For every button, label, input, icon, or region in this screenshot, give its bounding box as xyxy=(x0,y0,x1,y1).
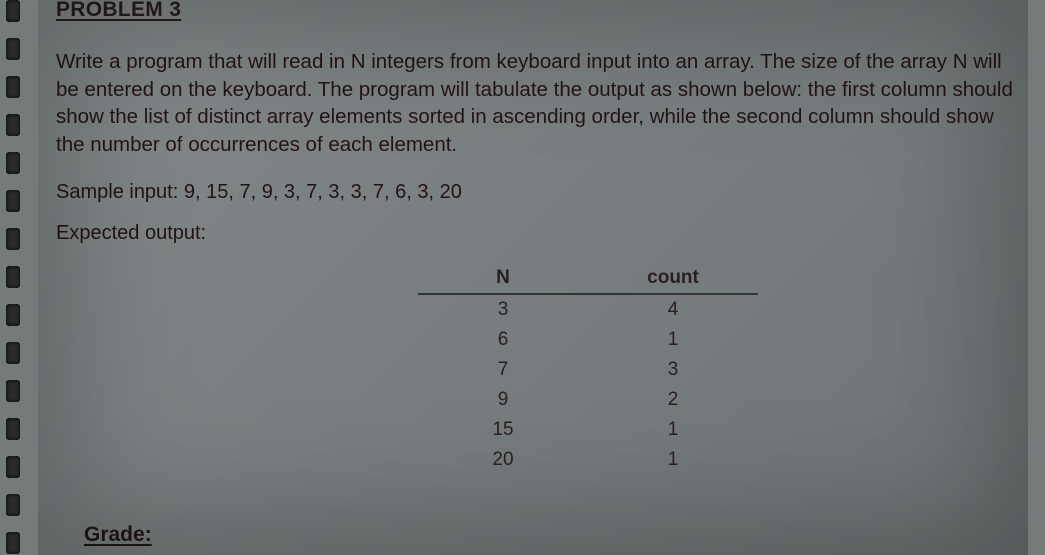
expected-output-label: Expected output: xyxy=(56,222,1018,245)
worksheet-page: PROBLEM 3 Write a program that will read… xyxy=(38,0,1028,555)
table-row: 20 1 xyxy=(418,445,758,475)
cell-n: 6 xyxy=(418,325,588,355)
cell-count: 3 xyxy=(588,355,758,385)
table-row: 9 2 xyxy=(418,385,758,415)
cell-count: 1 xyxy=(588,445,758,475)
cell-n: 9 xyxy=(418,385,588,415)
problem-statement: Write a program that will read in N inte… xyxy=(56,48,1014,159)
cell-count: 2 xyxy=(588,385,758,415)
cell-count: 4 xyxy=(588,294,758,325)
output-table: N count 3 4 6 1 7 3 9 2 xyxy=(418,265,758,475)
table-header-row: N count xyxy=(418,265,758,294)
grade-label: Grade: xyxy=(84,523,152,547)
col-header-n: N xyxy=(418,265,588,294)
table-row: 15 1 xyxy=(418,415,758,445)
output-table-container: N count 3 4 6 1 7 3 9 2 xyxy=(418,265,758,475)
cell-count: 1 xyxy=(588,325,758,355)
spiral-binding xyxy=(6,0,32,555)
cell-n: 20 xyxy=(418,445,588,475)
cell-n: 3 xyxy=(418,294,588,325)
table-row: 7 3 xyxy=(418,355,758,385)
cell-n: 15 xyxy=(418,415,588,445)
problem-heading: PROBLEM 3 xyxy=(56,0,1018,22)
cell-count: 1 xyxy=(588,415,758,445)
table-row: 6 1 xyxy=(418,325,758,355)
sample-input-label: Sample input: xyxy=(56,181,178,203)
sample-input-values: 9, 15, 7, 9, 3, 7, 3, 3, 7, 6, 3, 20 xyxy=(184,181,462,203)
col-header-count: count xyxy=(588,265,758,294)
sample-input-line: Sample input: 9, 15, 7, 9, 3, 7, 3, 3, 7… xyxy=(56,181,1018,204)
table-row: 3 4 xyxy=(418,294,758,325)
cell-n: 7 xyxy=(418,355,588,385)
